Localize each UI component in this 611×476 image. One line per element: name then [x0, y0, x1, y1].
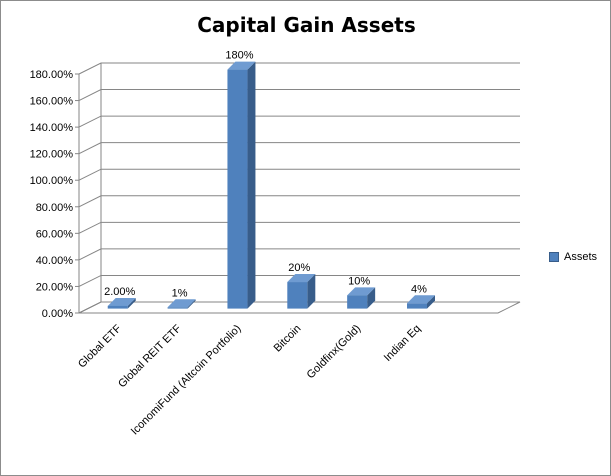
x-tick-label: Global REIT ETF	[116, 322, 184, 390]
y-tick-label: 160.00%	[30, 96, 74, 108]
chart-title: Capital Gain Assets	[197, 13, 416, 37]
gridline	[78, 195, 520, 208]
gridline	[78, 221, 520, 234]
y-tick-label: 120.00%	[30, 149, 74, 161]
data-label: 180%	[225, 50, 253, 62]
bar-top	[407, 295, 436, 304]
x-tick-label: Indian Eq	[382, 323, 423, 364]
data-label: 10%	[348, 275, 370, 287]
gridline	[78, 115, 520, 128]
bar-top	[287, 274, 316, 283]
legend: Assets	[549, 251, 597, 263]
bar	[347, 295, 368, 309]
bar-side	[127, 297, 136, 309]
bar-side	[307, 274, 316, 309]
bar-top	[167, 299, 196, 308]
bar-top	[347, 287, 376, 296]
gridline	[78, 248, 520, 261]
y-tick-label: 140.00%	[30, 122, 74, 134]
bar	[287, 282, 308, 309]
bar-top	[227, 61, 256, 70]
data-label: 4%	[411, 283, 427, 295]
data-label: 20%	[288, 262, 310, 274]
legend-swatch	[549, 252, 559, 262]
x-tick-label: Goldfinx(Gold)	[305, 323, 364, 382]
x-tick-label: Global ETF	[76, 322, 124, 370]
gridline	[78, 142, 520, 155]
x-tick-label: Bitcoin	[272, 323, 304, 355]
bar-side	[187, 299, 196, 309]
data-label: 1%	[172, 287, 188, 299]
bar	[107, 305, 128, 309]
bar-side	[427, 295, 436, 309]
legend-label: Assets	[564, 251, 598, 263]
bar	[167, 307, 188, 309]
gridline	[78, 274, 520, 287]
bar	[227, 69, 248, 309]
y-tick-label: 40.00%	[36, 255, 74, 267]
bar-side	[247, 61, 256, 309]
y-tick-label: 60.00%	[36, 228, 74, 240]
y-tick-label: 0.00%	[42, 308, 73, 320]
gridline	[78, 89, 520, 102]
data-label: 2.00%	[104, 286, 135, 298]
gridline	[78, 62, 520, 75]
gridline	[78, 168, 520, 181]
y-tick-label: 80.00%	[36, 202, 74, 214]
x-tick-label: IconomiFund (Altcoin Portfolio)	[129, 323, 244, 438]
bar-top	[107, 297, 136, 306]
y-tick-label: 180.00%	[30, 69, 74, 81]
y-tick-label: 20.00%	[36, 281, 74, 293]
bar-side	[367, 287, 376, 309]
bar	[407, 303, 428, 309]
y-tick-label: 100.00%	[30, 175, 74, 187]
floor	[78, 301, 521, 314]
